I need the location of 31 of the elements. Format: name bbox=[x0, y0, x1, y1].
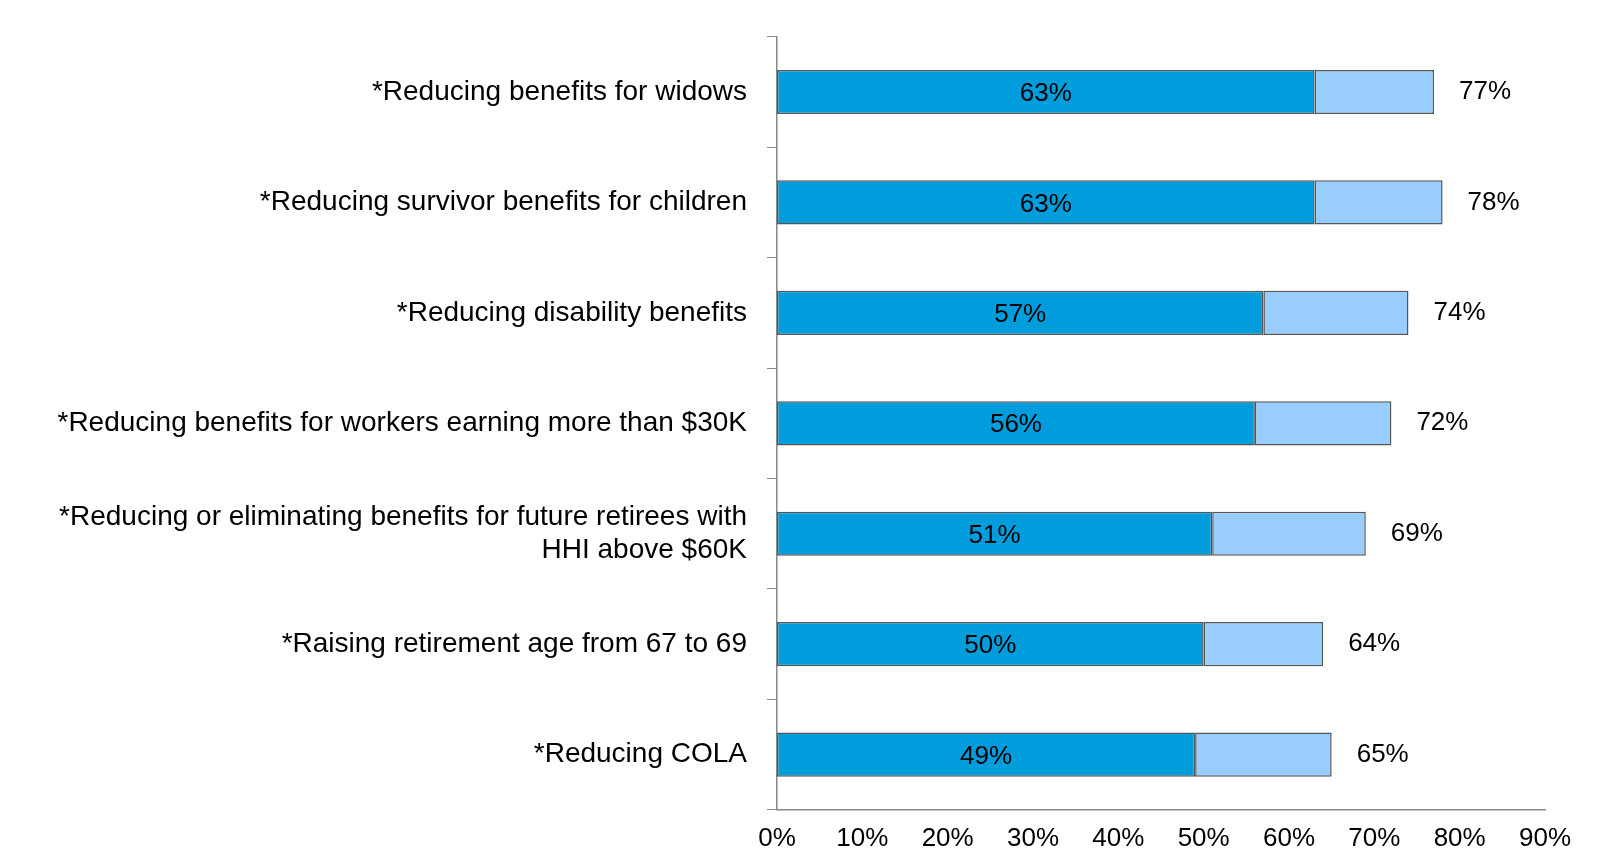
x-tick-label: 30% bbox=[1006, 821, 1060, 852]
y-tick-label: *Reducing or eliminating benefits for future retirees with HHI above $60K bbox=[59, 499, 748, 565]
x-tick-label: 90% bbox=[1518, 821, 1572, 852]
data-label: 57% bbox=[994, 298, 1047, 329]
x-tick-label: 50% bbox=[1177, 821, 1230, 852]
x-tick-label: 70% bbox=[1348, 821, 1401, 852]
y-tick-label: *Reducing benefits for workers earning more than $30K bbox=[57, 406, 748, 438]
y-tick-label: *Reducing COLA bbox=[533, 737, 748, 769]
total-label: 65% bbox=[1356, 737, 1409, 768]
total-label: 64% bbox=[1348, 627, 1401, 658]
x-tick-label: 60% bbox=[1262, 821, 1316, 852]
total-label: 77% bbox=[1459, 75, 1512, 106]
x-tick-label: 20% bbox=[921, 821, 974, 852]
x-tick-label: 10% bbox=[836, 821, 889, 852]
data-label: 63% bbox=[1019, 187, 1072, 218]
data-label: 50% bbox=[964, 629, 1017, 660]
y-tick-label: *Raising retirement age from 67 to 69 bbox=[281, 626, 747, 658]
data-label: 56% bbox=[989, 408, 1042, 439]
total-label: 72% bbox=[1416, 406, 1469, 437]
x-tick-label: 80% bbox=[1433, 821, 1486, 852]
total-label: 78% bbox=[1467, 185, 1520, 216]
total-label: 74% bbox=[1433, 296, 1486, 327]
y-tick-label: *Reducing benefits for widows bbox=[371, 74, 747, 106]
total-label: 69% bbox=[1390, 516, 1443, 547]
x-tick-label: 40% bbox=[1092, 821, 1145, 852]
y-tick-label: *Reducing disability benefits bbox=[396, 295, 747, 327]
x-tick-label: 0% bbox=[758, 821, 796, 852]
data-label: 63% bbox=[1019, 77, 1072, 108]
y-tick-label: *Reducing survivor benefits for children bbox=[259, 185, 747, 217]
data-label: 49% bbox=[960, 739, 1013, 770]
data-label: 51% bbox=[968, 518, 1021, 549]
